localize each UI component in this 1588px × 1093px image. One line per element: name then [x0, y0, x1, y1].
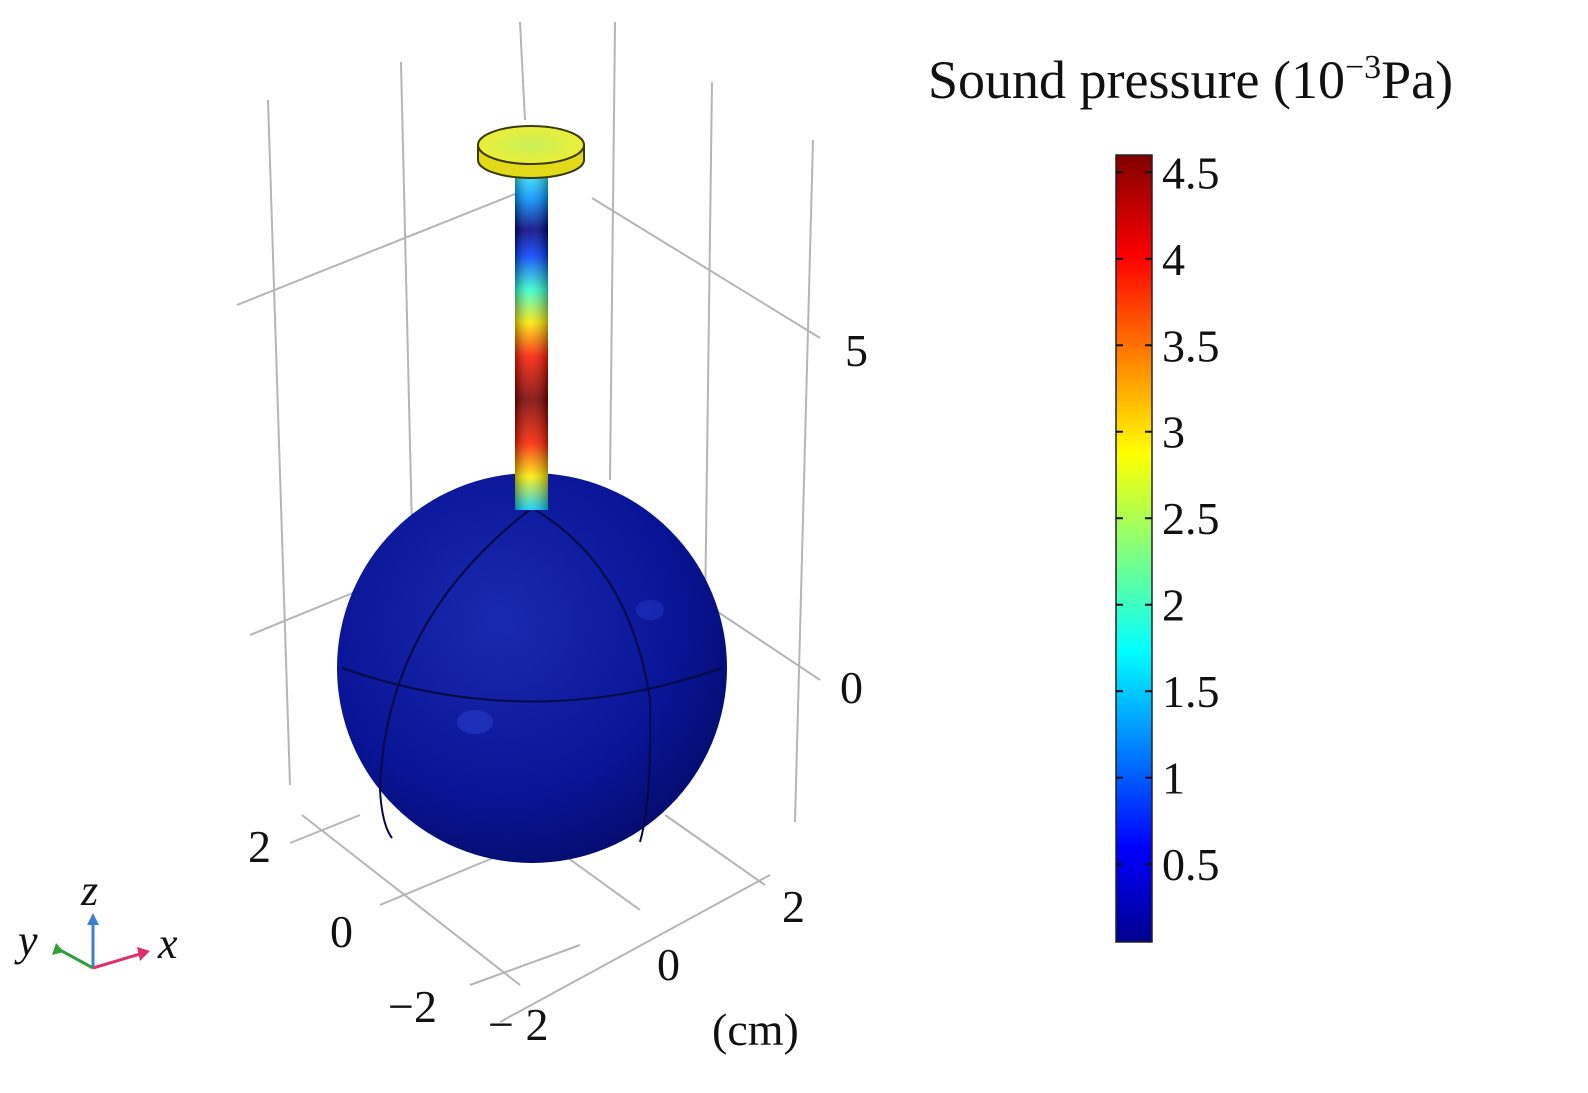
colorbar-title-unit: Pa)	[1381, 50, 1453, 110]
colorbar-tick-label: 3	[1162, 407, 1185, 458]
colorbar-tick-label: 1	[1162, 753, 1185, 804]
z-tick-0: 0	[840, 662, 863, 713]
triad-y-arrow-icon	[52, 943, 64, 955]
unit-label: (cm)	[712, 1004, 799, 1055]
resonator-neck	[515, 176, 548, 510]
colorbar-tick-label: 2	[1162, 580, 1185, 631]
triad-x-label: x	[157, 919, 178, 968]
triad-y-label: y	[14, 916, 38, 965]
colorbar-title-main: Sound pressure (10	[928, 50, 1345, 110]
triad-x-arrow-icon	[137, 947, 150, 961]
y-tick-0: 0	[330, 906, 353, 957]
colorbar-tick-label: 2.5	[1162, 493, 1220, 544]
colorbar-tick-label: 4.5	[1162, 147, 1220, 198]
triad-z-label: z	[80, 866, 98, 915]
x-tick-2: 2	[782, 881, 805, 932]
colorbar-title-exponent: −3	[1345, 49, 1381, 86]
colorbar	[1115, 154, 1153, 943]
z-tick-5: 5	[845, 325, 868, 376]
y-tick-2: 2	[248, 821, 271, 872]
colorbar-title: Sound pressure (10−3Pa)	[928, 49, 1453, 110]
colorbar-tick-label: 3.5	[1162, 320, 1220, 371]
x-tick-neg2: − 2	[488, 999, 548, 1050]
x-tick-0: 0	[657, 939, 680, 990]
axis-triad: z x y	[14, 866, 178, 970]
colorbar-ticks: 4.5 4 3.5 3 2.5 2 1.5 1 0.5	[1116, 147, 1220, 890]
y-tick-neg2: −2	[388, 981, 437, 1032]
axis-box-grid	[236, 21, 821, 1023]
resonator-sphere	[337, 473, 727, 863]
sound-source-disc	[477, 125, 585, 179]
triad-z-arrow-icon	[87, 913, 99, 925]
colorbar-tick-label: 0.5	[1162, 839, 1220, 890]
colorbar-tick-label: 1.5	[1162, 666, 1220, 717]
colorbar-tick-label: 4	[1162, 234, 1185, 285]
